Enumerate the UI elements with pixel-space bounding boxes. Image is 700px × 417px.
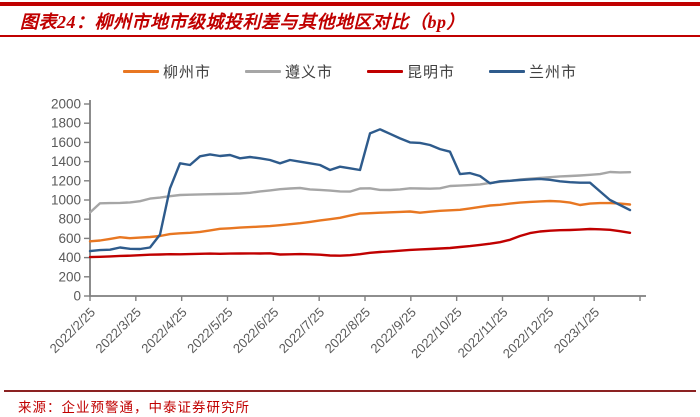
y-tick-label: 1000 [51, 193, 81, 208]
top-accent-bar [0, 2, 700, 6]
legend-line-swatch [122, 69, 159, 73]
legend-label: 柳州市 [162, 64, 211, 81]
y-tick-label: 1200 [51, 173, 81, 188]
x-tick-label: 2022/8/25 [322, 305, 374, 357]
legend-item-kunming: 昆明市 [367, 61, 455, 82]
x-tick-label: 2022/5/25 [184, 305, 236, 357]
y-tick-label: 400 [58, 250, 81, 265]
series-line-0 [88, 199, 632, 243]
legend-line-swatch [367, 69, 403, 73]
y-tick-label: 0 [73, 289, 81, 304]
legend-line-swatch [244, 69, 281, 73]
chart-legend: 柳州市 遵义市 昆明市 兰州市 [0, 60, 700, 82]
legend-item-zunyi: 遵义市 [244, 61, 333, 82]
title-underline [0, 35, 700, 37]
series-line-3 [88, 128, 632, 253]
legend-label: 昆明市 [407, 64, 456, 81]
legend-item-lanzhou: 兰州市 [489, 61, 577, 82]
legend-line-swatch [489, 69, 526, 73]
y-tick-label: 600 [58, 231, 81, 246]
source-note: 来源：企业预警通，中泰证券研究所 [18, 400, 250, 415]
chart-title: 图表24：柳州市地市级城投利差与其他地区对比（bp） [20, 12, 465, 32]
legend-label: 兰州市 [529, 64, 578, 81]
y-tick-label: 800 [58, 212, 81, 227]
line-chart: 0 200 400 600 800 1000 1200 1400 1600 1800 2000 202… [47, 97, 646, 361]
y-tick-label: 1600 [51, 135, 81, 150]
series-line-2 [88, 227, 632, 259]
x-tick-label: 2022/6/25 [230, 305, 282, 357]
y-tick-label: 1800 [51, 116, 81, 131]
x-tick-label: 2022/2/25 [47, 305, 99, 357]
x-tick-label: 2023/1/25 [551, 305, 603, 357]
y-tick-label: 2000 [51, 97, 81, 112]
y-tick-label: 1400 [51, 154, 81, 169]
bottom-rule [4, 390, 696, 392]
legend-label: 遵义市 [284, 64, 333, 81]
x-tick-label: 2022/4/25 [138, 305, 190, 357]
series-line-1 [88, 170, 632, 214]
x-tick-label: 2022/7/25 [276, 305, 328, 357]
y-tick-label: 200 [58, 269, 81, 284]
x-tick-label: 2022/3/25 [92, 305, 144, 357]
legend-item-liuzhou: 柳州市 [122, 61, 211, 82]
chart-axes [89, 100, 646, 297]
